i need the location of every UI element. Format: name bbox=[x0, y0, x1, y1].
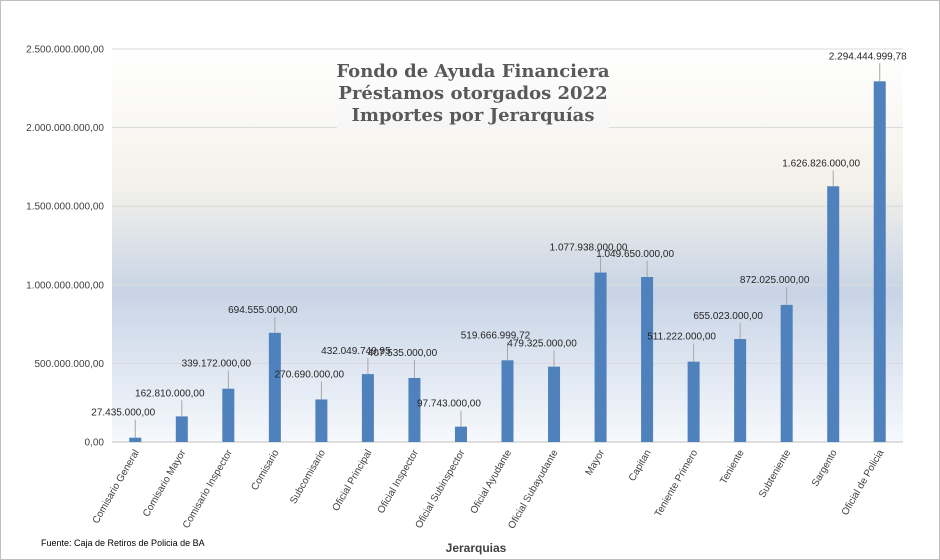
data-label: 27.435.000,00 bbox=[91, 408, 155, 419]
category-label: Subcomisario bbox=[288, 448, 328, 506]
y-tick-label: 2.000.000.000,00 bbox=[26, 123, 104, 134]
chart-title-line-1: Fondo de Ayuda Financiera bbox=[336, 61, 610, 82]
chart-title-line-2: Préstamos otorgados 2022 bbox=[338, 83, 607, 104]
data-label: 432.049.749,95 bbox=[321, 346, 391, 357]
category-label: Oficial Subayudante bbox=[506, 448, 560, 531]
category-label: Comisario Inspector bbox=[181, 447, 235, 530]
data-label: 1.626.826.000,00 bbox=[782, 158, 860, 169]
category-label: Oficial Subinspector bbox=[414, 447, 468, 530]
bar bbox=[129, 437, 142, 442]
bar bbox=[734, 339, 747, 442]
category-label: Comisario Mayor bbox=[141, 447, 189, 519]
bar bbox=[222, 388, 235, 442]
category-label: Comisario bbox=[249, 448, 281, 493]
bar bbox=[268, 332, 281, 442]
bar bbox=[408, 377, 421, 442]
data-labels: 27.435.000,00 162.810.000,00 339.172.000,0… bbox=[91, 51, 907, 418]
bar bbox=[873, 81, 886, 443]
bar bbox=[594, 272, 607, 442]
data-label: 97.743.000,00 bbox=[417, 399, 481, 410]
data-label: 270.690.000,00 bbox=[275, 369, 345, 380]
category-label: Sargento bbox=[810, 448, 840, 489]
data-label: 339.172.000,00 bbox=[182, 359, 252, 370]
category-label: Teniente bbox=[718, 448, 747, 487]
category-label: Oficial de Policia bbox=[840, 448, 887, 518]
bar bbox=[827, 186, 840, 442]
category-label: Capitan bbox=[627, 448, 654, 483]
category-label: Oficial Ayudante bbox=[469, 448, 515, 516]
bar bbox=[315, 399, 328, 442]
bar bbox=[641, 276, 654, 442]
y-tick-label: 0,00 bbox=[85, 438, 105, 449]
bar bbox=[687, 361, 700, 442]
chart-title-line-3: Importes por Jerarquías bbox=[352, 105, 595, 126]
data-label: 694.555.000,00 bbox=[228, 305, 298, 316]
data-label: 407.535.000,00 bbox=[368, 348, 438, 359]
x-axis-title: Jerarquias bbox=[446, 541, 507, 555]
y-tick-label: 1.500.000.000,00 bbox=[26, 202, 104, 213]
x-axis: Comisario General Comisario MayorComisari… bbox=[91, 447, 887, 531]
leader-lines bbox=[134, 63, 881, 438]
data-label: 519.666.999,72 bbox=[461, 330, 531, 341]
category-label: Subteniente bbox=[757, 448, 793, 500]
category-label: Oficial Inspector bbox=[376, 447, 422, 515]
y-tick-label: 2.500.000.000,00 bbox=[26, 45, 104, 56]
bars bbox=[129, 81, 886, 443]
category-label: Teniente Primero bbox=[653, 448, 701, 519]
category-label: Mayor bbox=[584, 447, 608, 477]
data-label: 162.810.000,00 bbox=[135, 388, 205, 399]
title-box bbox=[337, 56, 609, 128]
bar bbox=[175, 416, 188, 442]
data-label: 872.025.000,00 bbox=[740, 275, 810, 286]
bar bbox=[361, 374, 374, 442]
bar bbox=[780, 304, 793, 442]
bar bbox=[454, 426, 467, 442]
bar bbox=[501, 360, 514, 442]
data-label: 479.325.000,00 bbox=[507, 339, 577, 350]
bar bbox=[548, 366, 561, 442]
data-label: 655.023.000,00 bbox=[693, 311, 763, 322]
data-label: 1.077.938.000,00 bbox=[550, 243, 628, 254]
source-note: Fuente: Caja de Retiros de Policia de BA bbox=[41, 538, 205, 548]
y-tick-label: 500.000.000,00 bbox=[34, 359, 104, 370]
data-label: 2.294.444.999,78 bbox=[829, 51, 907, 62]
category-label: Comisario General bbox=[91, 448, 142, 526]
y-tick-label: 1.000.000.000,00 bbox=[26, 280, 104, 291]
y-axis: 0,00 500.000.000,00 1.000.000.000,00 1.500.… bbox=[26, 45, 104, 449]
category-label: Oficial Principal bbox=[331, 448, 375, 513]
data-label: 511.222.000,00 bbox=[647, 332, 716, 343]
data-label: 1.049.650.000,00 bbox=[596, 249, 674, 260]
